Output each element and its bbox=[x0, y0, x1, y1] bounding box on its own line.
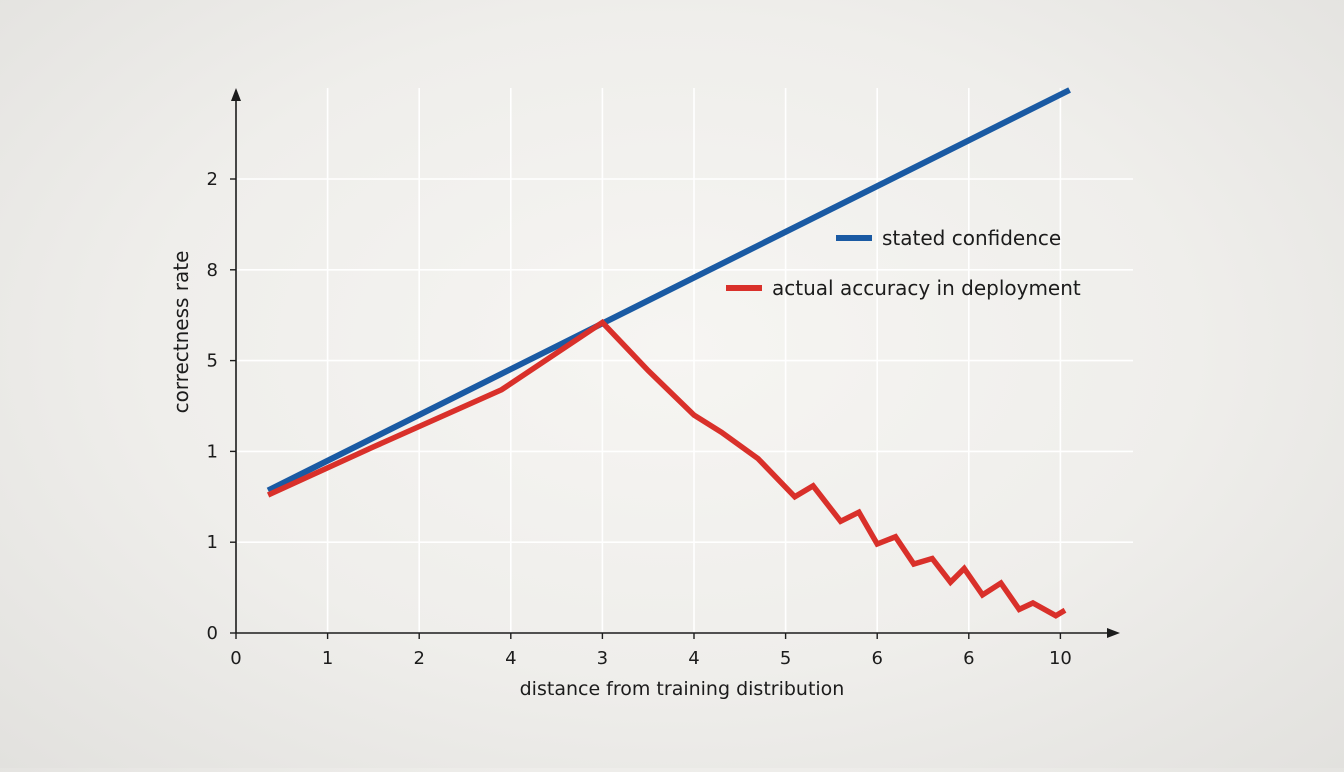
gridlines bbox=[236, 88, 1133, 633]
series-line-stated-confidence bbox=[266, 87, 1071, 494]
series bbox=[266, 87, 1071, 619]
y-tick-labels: 0 1 1 5 8 2 bbox=[207, 169, 236, 644]
legend-label: stated confidence bbox=[882, 226, 1061, 250]
y-axis-arrow bbox=[231, 88, 241, 101]
x-tick-label: 3 bbox=[597, 648, 608, 669]
y-tick-label: 1 bbox=[207, 441, 218, 462]
x-tick-label: 10 bbox=[1049, 648, 1072, 669]
axes bbox=[231, 88, 1120, 638]
y-tick-label: 8 bbox=[207, 260, 218, 281]
y-tick-label: 1 bbox=[207, 532, 218, 553]
x-tick-label: 5 bbox=[780, 648, 791, 669]
x-tick-label: 4 bbox=[688, 648, 699, 669]
legend: stated confidence actual accuracy in depl… bbox=[726, 226, 1081, 300]
y-tick-label: 5 bbox=[207, 351, 218, 372]
x-tick-label: 2 bbox=[413, 648, 424, 669]
x-tick-label: 6 bbox=[871, 648, 882, 669]
x-tick-label: 0 bbox=[230, 648, 241, 669]
x-axis-label: distance from training distribution bbox=[520, 678, 845, 700]
x-tick-label: 4 bbox=[505, 648, 516, 669]
series-line-actual-accuracy bbox=[266, 318, 1067, 619]
y-axis-label: correctness rate bbox=[169, 251, 193, 414]
x-tick-label: 6 bbox=[963, 648, 974, 669]
x-tick-label: 1 bbox=[322, 648, 333, 669]
x-axis-arrow bbox=[1107, 628, 1120, 638]
legend-label: actual accuracy in deployment bbox=[772, 276, 1081, 300]
y-tick-label: 0 bbox=[207, 623, 218, 644]
x-tick-labels: 0 1 2 4 3 4 5 6 6 10 bbox=[230, 633, 1072, 669]
y-tick-label: 2 bbox=[207, 169, 218, 190]
